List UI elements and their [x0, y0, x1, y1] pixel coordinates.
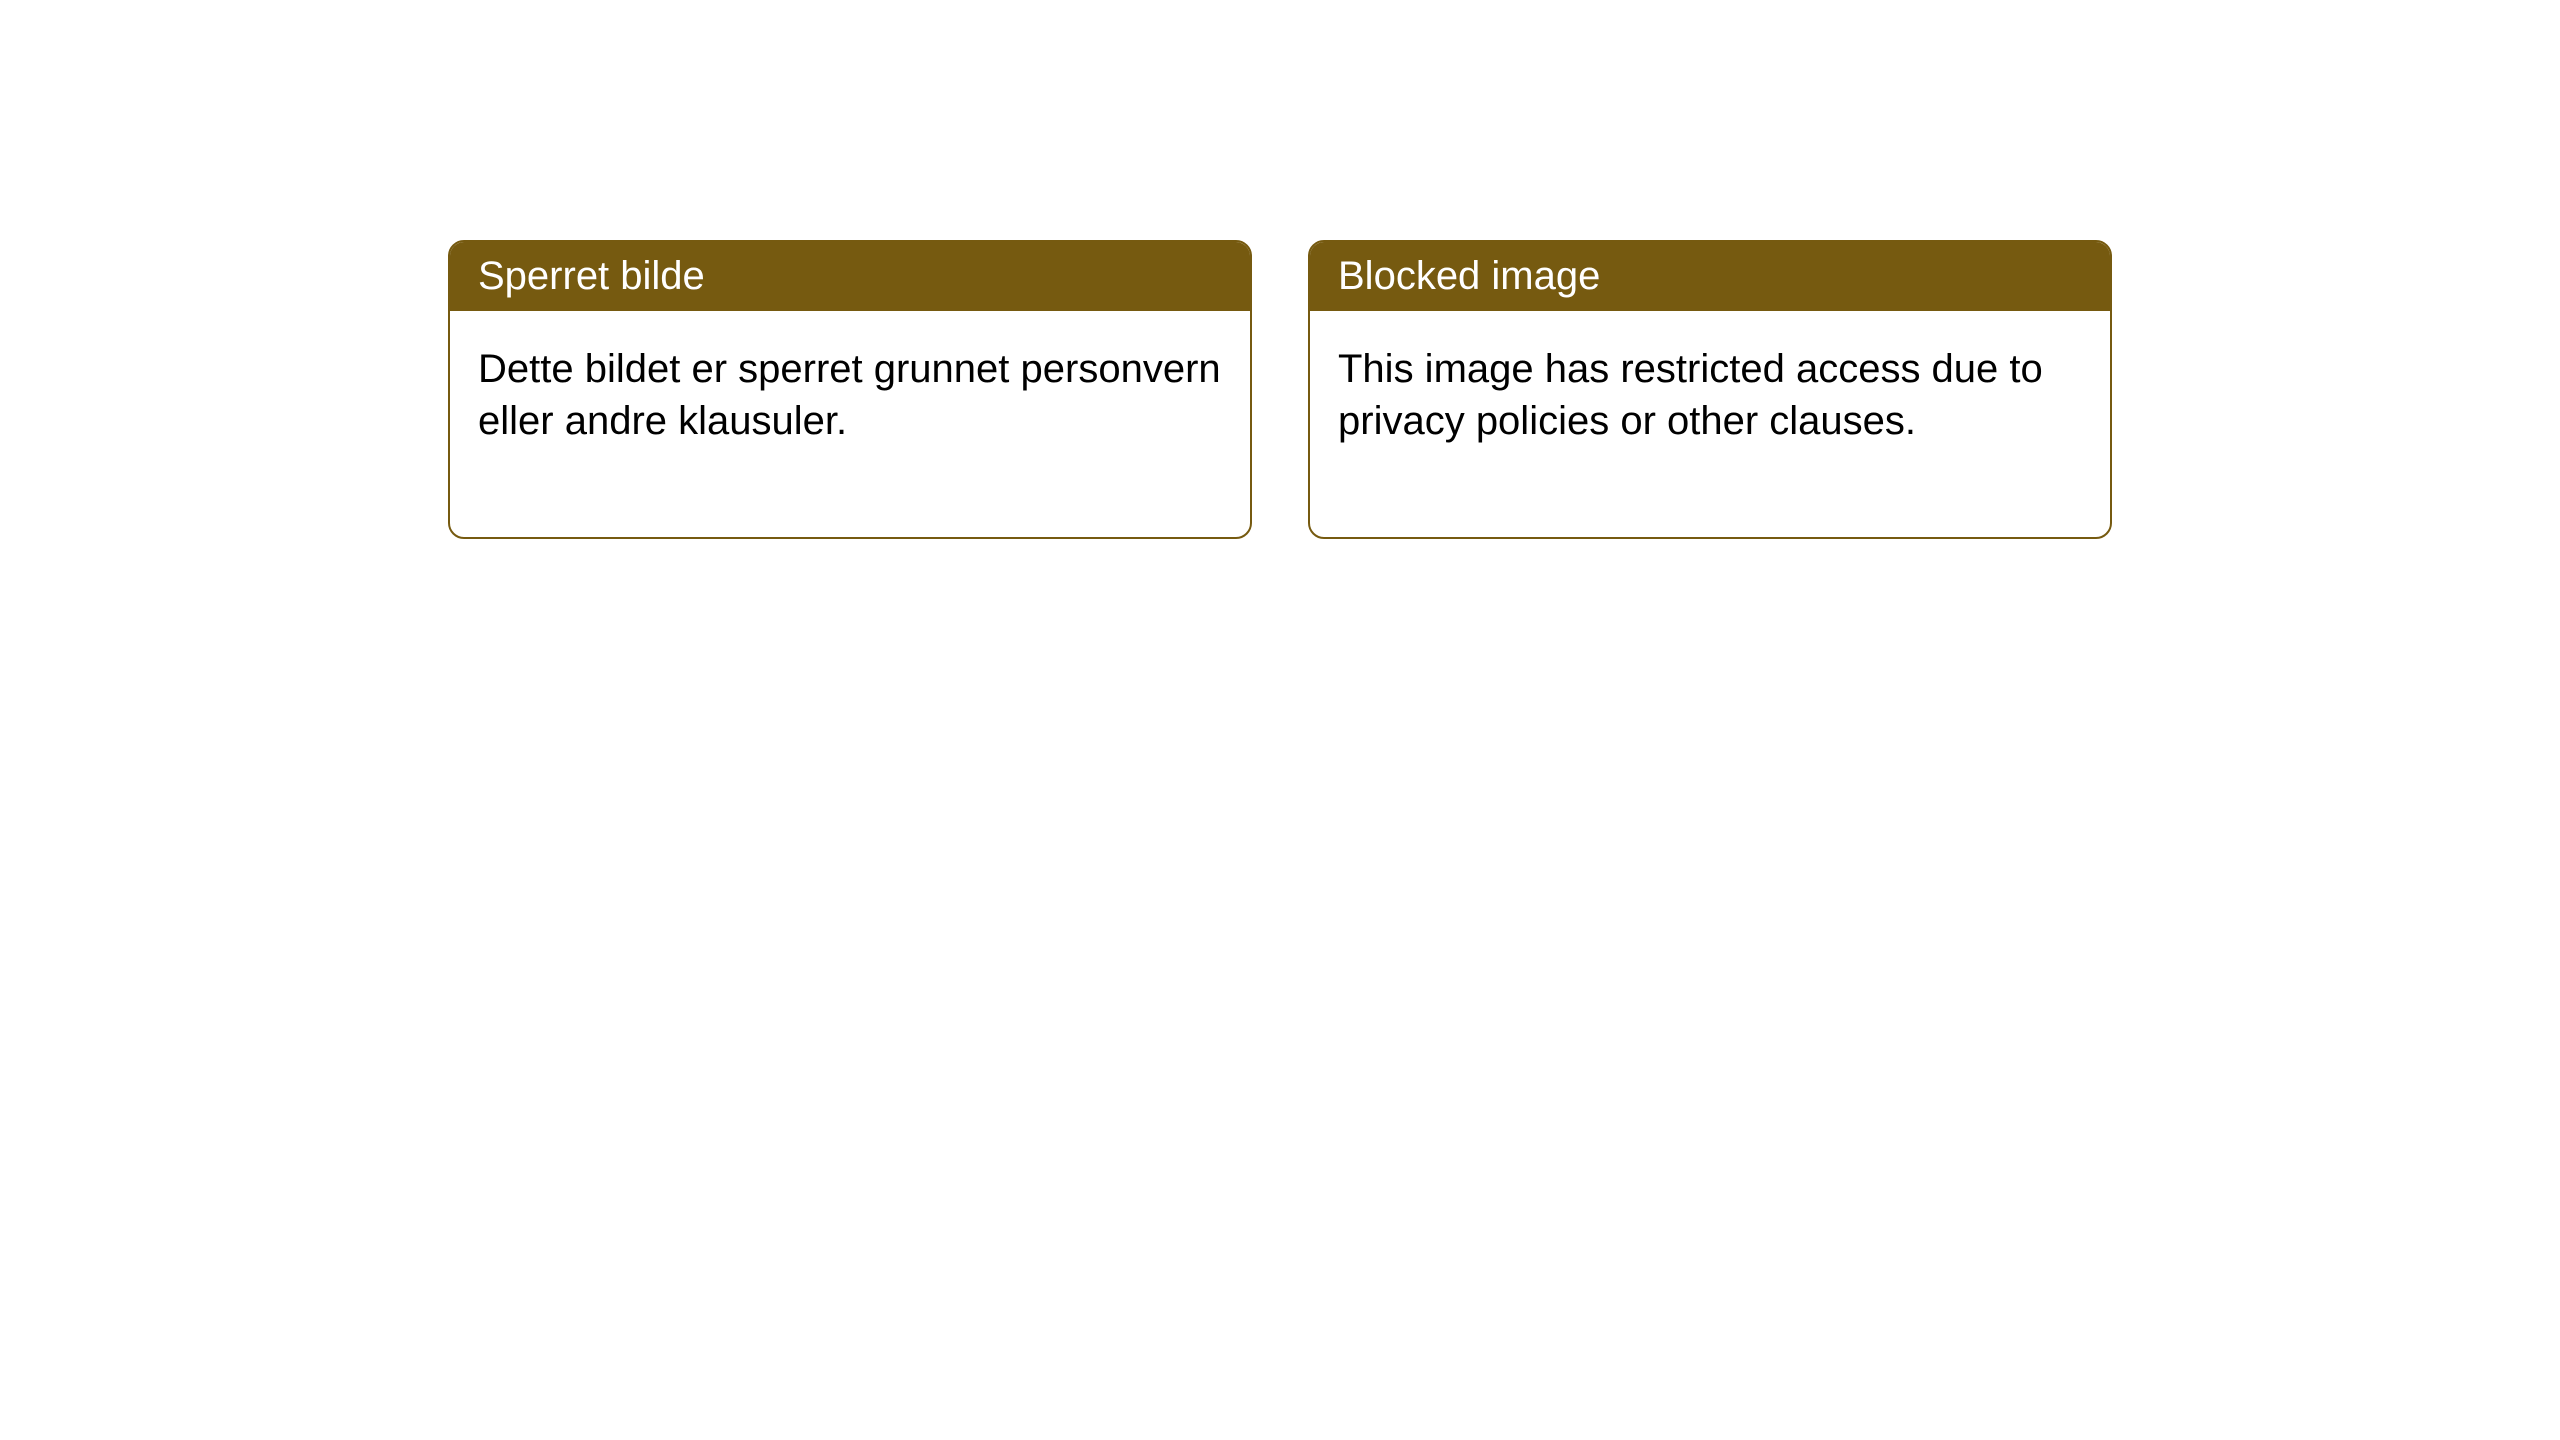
notice-card-english: Blocked image This image has restricted …: [1308, 240, 2112, 539]
notice-body: Dette bildet er sperret grunnet personve…: [450, 311, 1250, 537]
notice-title: Blocked image: [1310, 242, 2110, 311]
notices-container: Sperret bilde Dette bildet er sperret gr…: [448, 240, 2112, 539]
notice-title: Sperret bilde: [450, 242, 1250, 311]
notice-body: This image has restricted access due to …: [1310, 311, 2110, 537]
notice-card-norwegian: Sperret bilde Dette bildet er sperret gr…: [448, 240, 1252, 539]
